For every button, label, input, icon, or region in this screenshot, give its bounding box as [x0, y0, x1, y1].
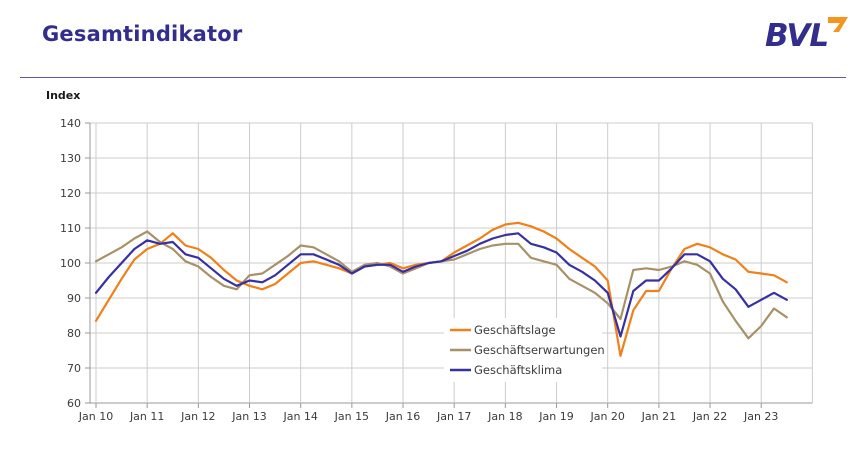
y-tick-label: 100 [60, 257, 81, 270]
x-tick-label: Jan 14 [282, 410, 317, 423]
legend-label-1: Geschäftslage [474, 323, 556, 337]
x-tick-label: Jan 13 [231, 410, 266, 423]
y-tick-label: 110 [60, 222, 81, 235]
y-tick-label: 60 [67, 397, 81, 410]
x-tick-label: Jan 15 [334, 410, 369, 423]
x-tick-label: Jan 16 [385, 410, 420, 423]
series-line-1 [94, 221, 788, 357]
x-tick-label: Jan 19 [538, 410, 573, 423]
x-tick-label: Jan 17 [436, 410, 471, 423]
x-tick-label: Jan 20 [589, 410, 624, 423]
x-tick-label: Jan 18 [487, 410, 522, 423]
x-tick-label: Jan 23 [743, 410, 778, 423]
y-tick-label: 130 [60, 152, 81, 165]
bvl-logo: BVL [765, 16, 849, 64]
bvl-logo-arrow-icon [828, 17, 848, 32]
y-axis-title: Index [46, 89, 81, 102]
x-tick-label: Jan 11 [129, 410, 164, 423]
x-tick-label: Jan 22 [692, 410, 727, 423]
x-tick-label: Jan 21 [641, 410, 676, 423]
x-tick-label: Jan 10 [78, 410, 113, 423]
header-separator [20, 77, 846, 78]
page-title: Gesamtindikator [42, 22, 243, 46]
legend-label-2: Geschäftserwartungen [474, 343, 605, 357]
y-tick-label: 90 [67, 292, 81, 305]
series-line-2 [94, 230, 788, 340]
series-line-3 [94, 232, 788, 338]
y-tick-label: 80 [67, 327, 81, 340]
y-tick-label: 70 [67, 362, 81, 375]
legend-label-3: Geschäftsklima [474, 363, 562, 377]
y-tick-label: 120 [60, 187, 81, 200]
x-tick-label: Jan 12 [180, 410, 215, 423]
y-tick-label: 140 [60, 117, 81, 130]
bvl-logo-text: BVL [765, 18, 829, 54]
